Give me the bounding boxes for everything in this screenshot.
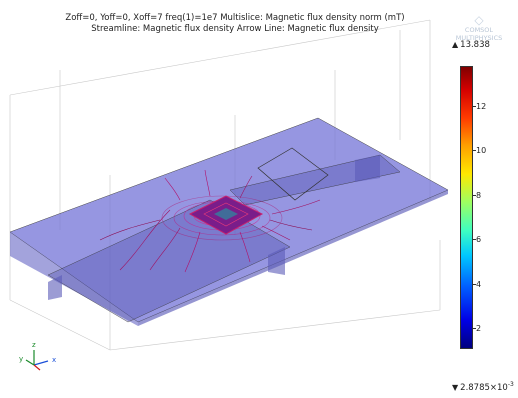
axis-z-label: z [32, 341, 36, 349]
colorbar-tick-label: 2 [476, 324, 482, 333]
colorbar-tick [472, 195, 476, 196]
multislice-outline [257, 147, 329, 201]
triangle-up-icon: ▲ [452, 40, 459, 49]
colorbar-tick-label: 4 [476, 280, 482, 289]
colorbar-tick-label: 8 [476, 191, 482, 200]
axis-triad [25, 350, 49, 371]
triangle-down-icon: ▼ [452, 382, 459, 392]
colorbar-max-value: 13.838 [460, 40, 490, 50]
comsol-logo: ◇ COMSOL MULTIPHYSICS [444, 14, 514, 42]
colorbar [460, 66, 473, 349]
colorbar-max: ▲ 13.838 [452, 40, 490, 50]
colorbar-min-exponent: -3 [507, 381, 514, 388]
coil-chip [188, 195, 264, 235]
colorbar-tick [472, 106, 476, 107]
colorbar-tick [472, 284, 476, 285]
colorbar-min-value: 2.8785×10 [460, 382, 508, 393]
axis-x-label: x [52, 356, 57, 364]
colorbar-tick [472, 328, 476, 329]
plot-title-line1: Zoff=0, Yoff=0, Xoff=7 freq(1)=1e7 Multi… [65, 13, 405, 23]
colorbar-tick [472, 150, 476, 151]
colorbar-tick [472, 239, 476, 240]
plot-title-line2: Streamline: Magnetic flux density Arrow … [91, 24, 379, 34]
colorbar-tick-label: 10 [476, 146, 487, 155]
colorbar-min: ▼ 2.8785×10-3 [452, 381, 514, 393]
logo-text-line2: MULTIPHYSICS [455, 34, 503, 42]
colorbar-tick-label: 6 [476, 235, 482, 244]
logo-text-line1: COMSOL [464, 26, 494, 34]
axis-y-label: y [19, 355, 24, 363]
comsol-logo-mark-icon: ◇ [474, 13, 484, 27]
colorbar-tick-label: 12 [476, 102, 487, 111]
